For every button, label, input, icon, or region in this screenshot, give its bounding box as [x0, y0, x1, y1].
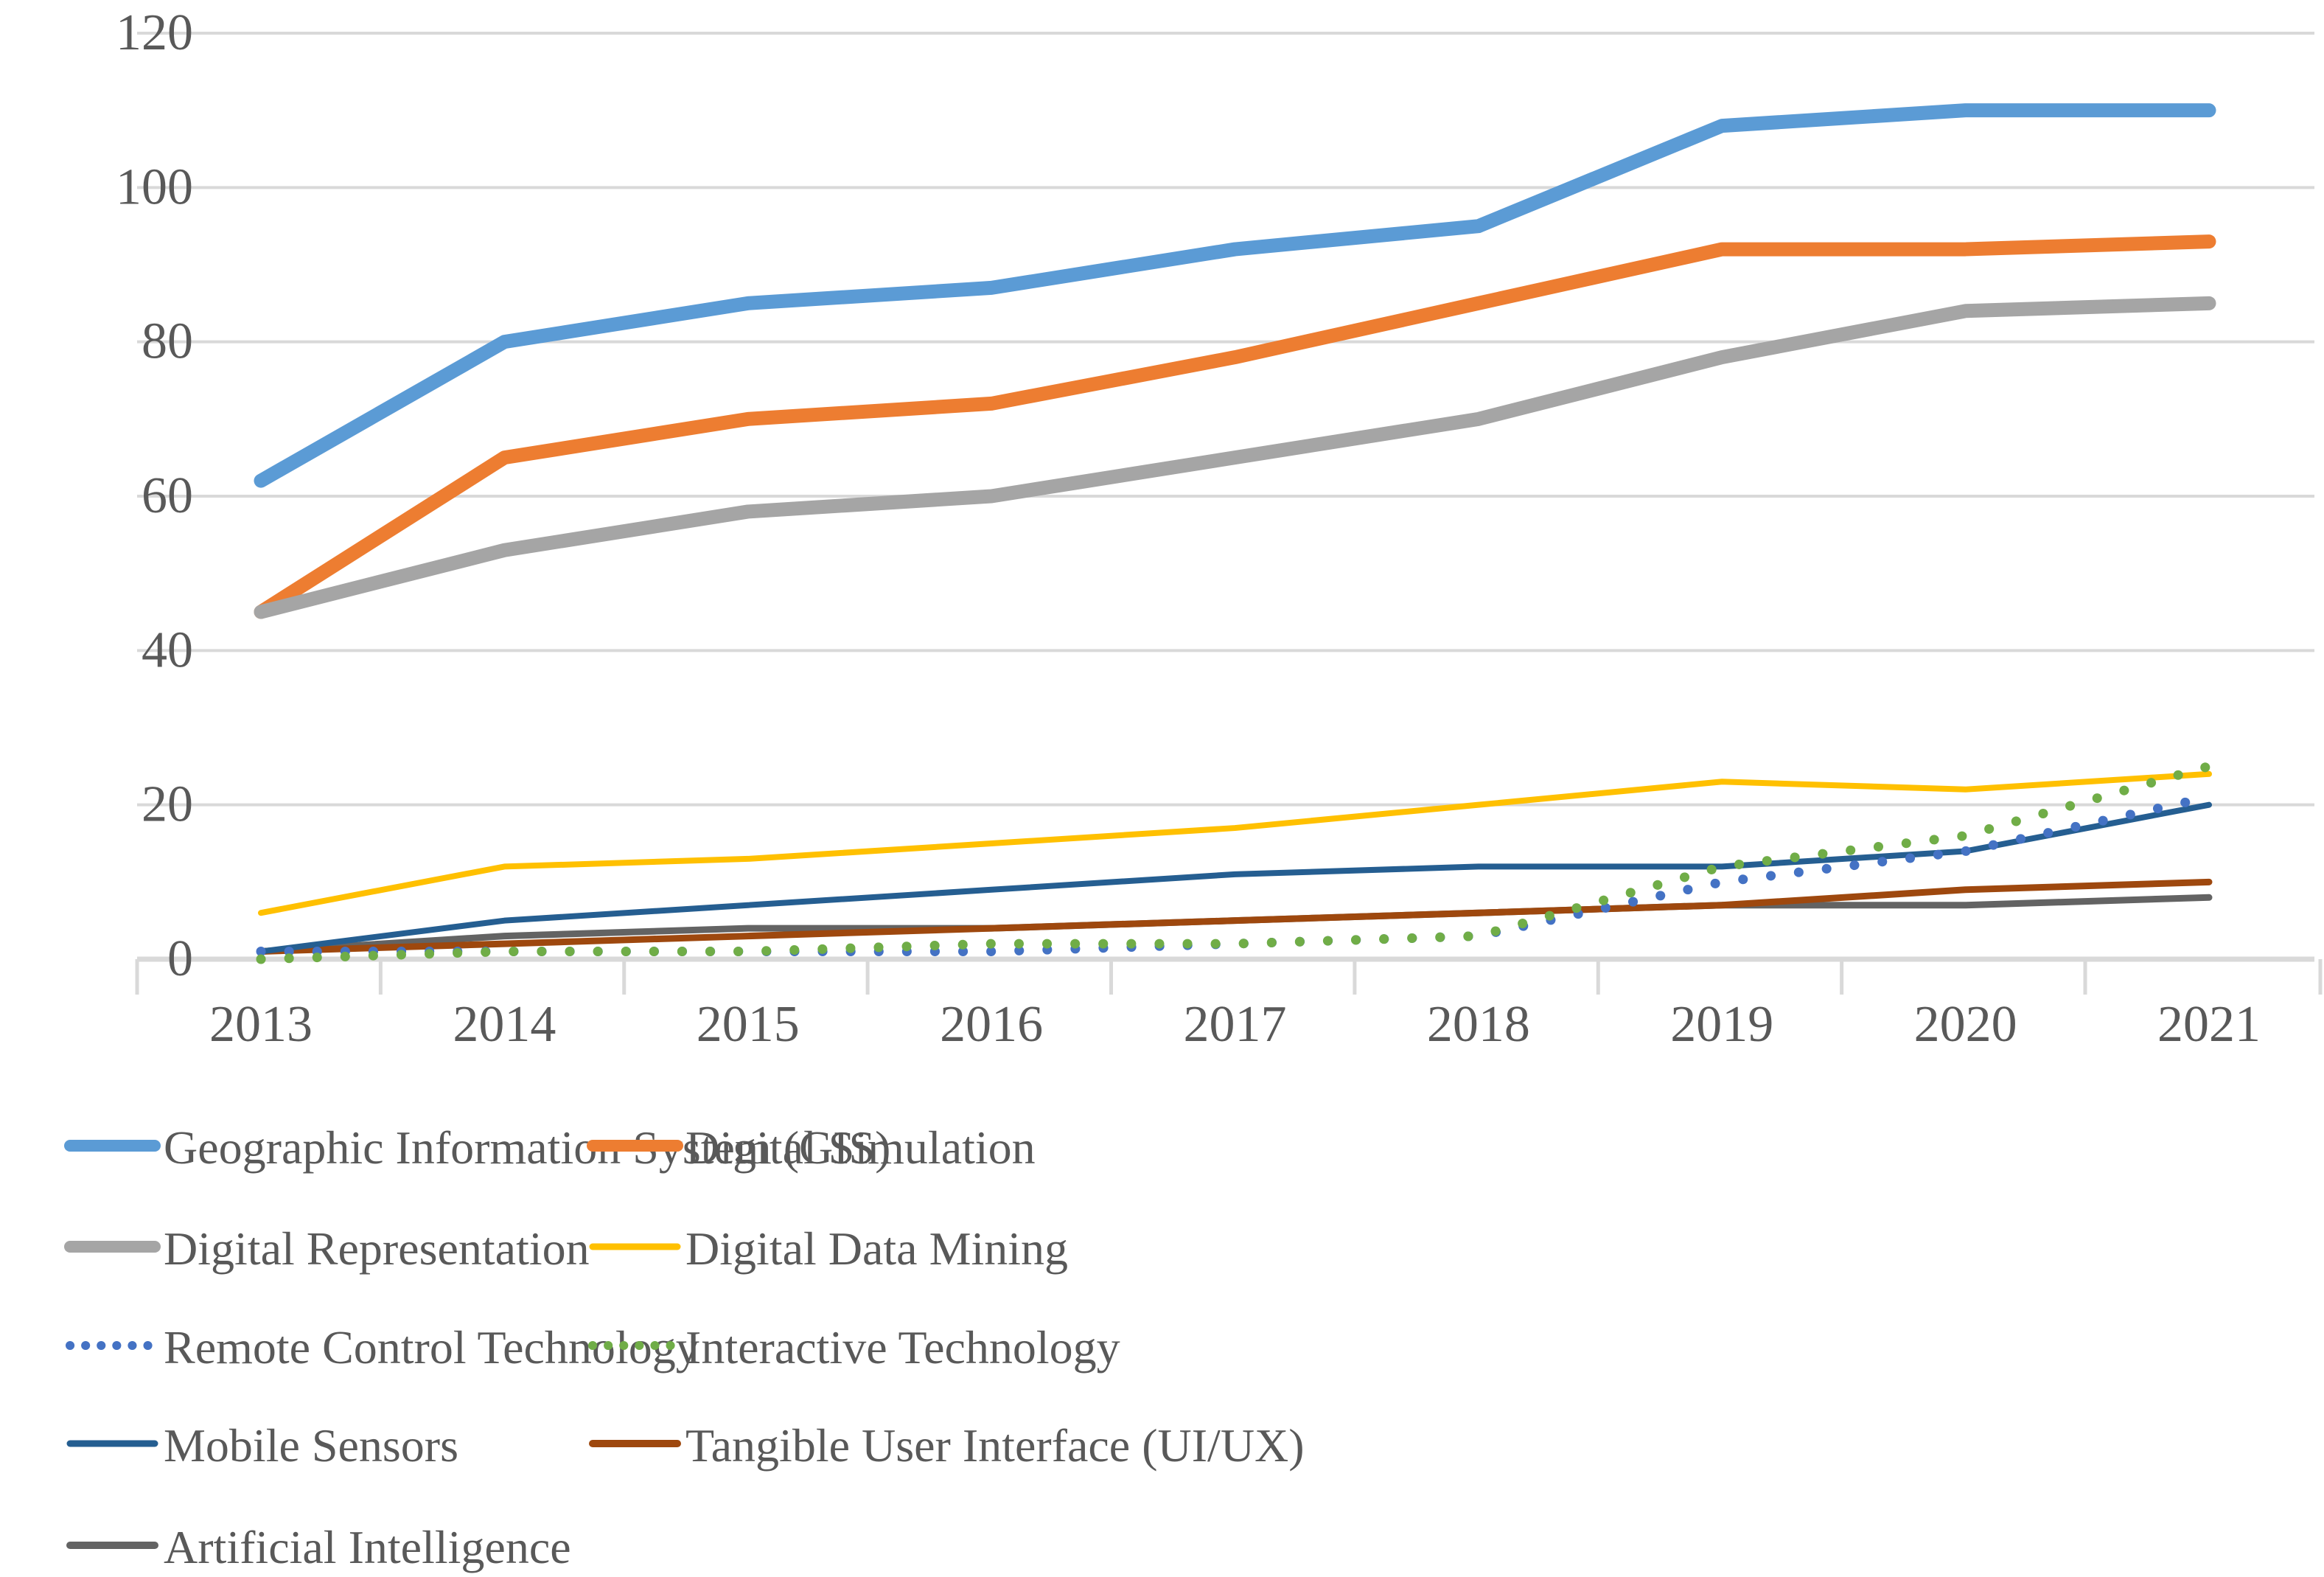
x-tick-label: 2017	[1184, 996, 1287, 1053]
y-tick-label: 100	[116, 159, 193, 215]
series-line-digital-representation	[254, 296, 2216, 619]
series-line-remote-control-technology	[256, 792, 2214, 957]
x-tick-label: 2018	[1427, 996, 1530, 1053]
legend-label-mobile-sensors: Mobile Sensors	[164, 1419, 458, 1472]
y-tick-label: 20	[142, 776, 193, 833]
series-line-mobile-sensors	[258, 801, 2212, 955]
y-tick-label: 0	[167, 930, 193, 987]
legend-label-interactive-technology: Interactive Technology	[685, 1321, 1120, 1374]
x-tick-label: 2021	[2157, 996, 2261, 1053]
y-tick-label: 60	[142, 467, 193, 524]
x-tick-label: 2016	[940, 996, 1043, 1053]
legend-label-artificial-intelligence: Artificial Intelligence	[164, 1521, 571, 1573]
x-tick-label: 2013	[209, 996, 313, 1053]
y-tick-label: 120	[116, 4, 193, 61]
x-tick-label: 2019	[1670, 996, 1773, 1053]
series-line-digital-simulation	[254, 234, 2216, 619]
series-line-digital-data-mining	[258, 770, 2212, 916]
series-line-gis	[254, 103, 2216, 488]
x-tick-label: 2020	[1914, 996, 2017, 1053]
x-tick-label: 2014	[453, 996, 556, 1053]
legend-label-gis: Geographic Information System (GIS)	[164, 1121, 890, 1174]
x-tick-label: 2015	[697, 996, 800, 1053]
y-tick-label: 40	[142, 622, 193, 678]
legend-label-remote-control-technology: Remote Control Technology	[164, 1321, 699, 1374]
legend-label-digital-simulation: Digital Simulation	[685, 1121, 1036, 1174]
legend-label-digital-representation: Digital Representation	[164, 1222, 590, 1275]
series-line-tangible-user-interface	[257, 878, 2213, 955]
legend-label-digital-data-mining: Digital Data Mining	[685, 1222, 1068, 1275]
legend-label-tangible-user-interface: Tangible User Interface (UI/UX)	[685, 1419, 1305, 1472]
y-tick-label: 80	[142, 313, 193, 370]
